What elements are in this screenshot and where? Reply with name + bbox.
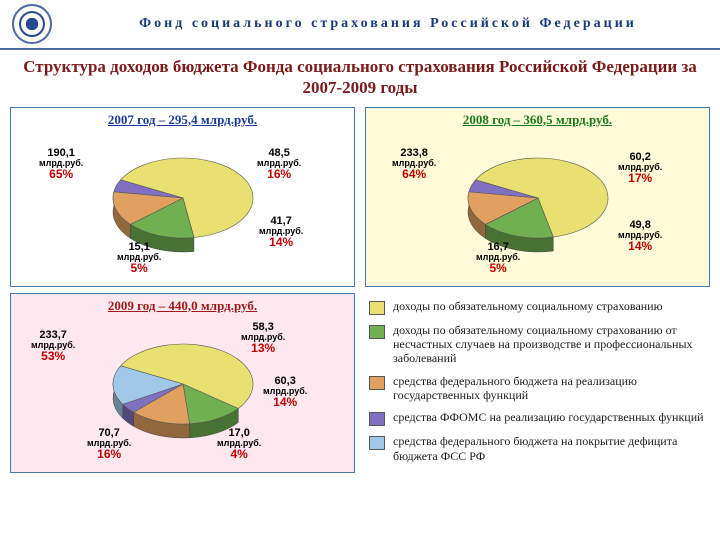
legend-item: доходы по обязательному социальному стра… xyxy=(369,323,706,366)
slice-label: 41,7млрд.руб.14% xyxy=(259,216,303,250)
legend-swatch xyxy=(369,436,385,450)
slice-label: 233,8млрд.руб.64% xyxy=(392,148,436,182)
panel-2008-title: 2008 год – 360,5 млрд.руб. xyxy=(372,112,703,128)
slice-label: 16,7млрд.руб.5% xyxy=(476,242,520,276)
panel-2008: 2008 год – 360,5 млрд.руб. 233,8млрд.руб… xyxy=(365,107,710,287)
legend-item: средства ФФОМС на реализацию государстве… xyxy=(369,410,706,426)
chart-2008: 233,8млрд.руб.64% 60,2млрд.руб.17% 49,8млр… xyxy=(372,130,703,280)
legend-text: средства федерального бюджета на реализа… xyxy=(393,374,706,403)
legend-item: доходы по обязательному социальному стра… xyxy=(369,299,706,315)
legend: доходы по обязательному социальному стра… xyxy=(365,293,710,473)
legend-item: средства федерального бюджета на покрыти… xyxy=(369,434,706,463)
slice-label: 60,2млрд.руб.17% xyxy=(618,152,662,186)
panel-2009-title: 2009 год – 440,0 млрд.руб. xyxy=(17,298,348,314)
slice-label: 190,1млрд.руб.65% xyxy=(39,148,83,182)
slice-label: 49,8млрд.руб.14% xyxy=(618,220,662,254)
panel-2007-title: 2007 год – 295,4 млрд.руб. xyxy=(17,112,348,128)
legend-item: средства федерального бюджета на реализа… xyxy=(369,374,706,403)
legend-text: средства федерального бюджета на покрыти… xyxy=(393,434,706,463)
legend-swatch xyxy=(369,325,385,339)
charts-grid: 2007 год – 295,4 млрд.руб. 190,1млрд.руб… xyxy=(0,107,720,473)
chart-2009: 233,7млрд.руб.53% 58,3млрд.руб.13% 60,3млр… xyxy=(17,316,348,466)
slice-label: 58,3млрд.руб.13% xyxy=(241,322,285,356)
panel-2007: 2007 год – 295,4 млрд.руб. 190,1млрд.руб… xyxy=(10,107,355,287)
chart-2007: 190,1млрд.руб.65% 48,5млрд.руб.16% 41,7млр… xyxy=(17,130,348,280)
slice-label: 233,7млрд.руб.53% xyxy=(31,330,75,364)
legend-swatch xyxy=(369,376,385,390)
header: Фонд социального страхования Российской … xyxy=(0,0,720,50)
org-name: Фонд социального страхования Российской … xyxy=(68,16,708,32)
page-title: Структура доходов бюджета Фонда социальн… xyxy=(0,50,720,107)
panel-2009: 2009 год – 440,0 млрд.руб. 233,7млрд.руб… xyxy=(10,293,355,473)
org-logo xyxy=(12,4,52,44)
legend-swatch xyxy=(369,412,385,426)
slice-label: 15,1млрд.руб.5% xyxy=(117,242,161,276)
legend-text: доходы по обязательному социальному стра… xyxy=(393,323,706,366)
slice-label: 70,7млрд.руб.16% xyxy=(87,428,131,462)
legend-text: доходы по обязательному социальному стра… xyxy=(393,299,663,313)
legend-swatch xyxy=(369,301,385,315)
slice-label: 17,0млрд.руб.4% xyxy=(217,428,261,462)
slice-label: 60,3млрд.руб.14% xyxy=(263,376,307,410)
slice-label: 48,5млрд.руб.16% xyxy=(257,148,301,182)
legend-text: средства ФФОМС на реализацию государстве… xyxy=(393,410,704,424)
